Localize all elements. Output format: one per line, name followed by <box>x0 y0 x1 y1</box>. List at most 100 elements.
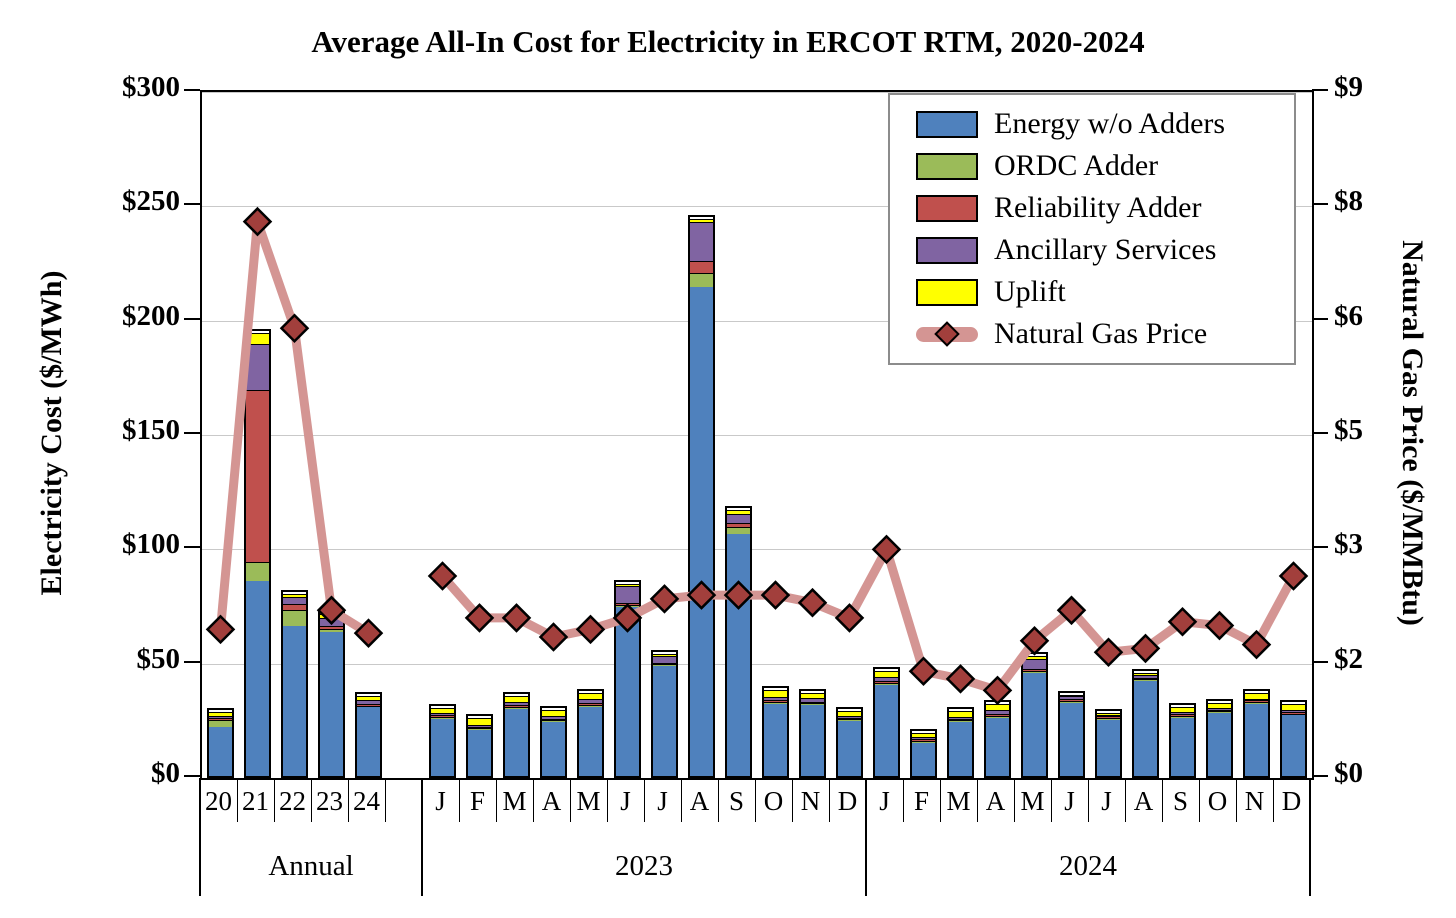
legend-label: Ancillary Services <box>994 233 1217 266</box>
bar-segment-reliability-adder <box>986 713 1009 716</box>
bar-segment-ancillary-services <box>986 710 1009 714</box>
legend-item-natural-gas-price: Natural Gas Price <box>916 315 1284 353</box>
gas-price-marker <box>353 618 384 648</box>
bar-segment-uplift <box>875 670 898 677</box>
bar-segment-reliability-adder <box>1060 699 1083 702</box>
bar-segment-ancillary-services <box>616 586 639 604</box>
x-axis-category-label: J <box>435 786 446 816</box>
bar-segment-energy-w-o-adders <box>542 722 565 776</box>
x-axis-cell-separator <box>273 778 275 822</box>
right-axis-tick-label: $6 <box>1334 299 1363 332</box>
gas-price-marker <box>279 313 310 344</box>
gas-price-marker <box>1241 629 1272 660</box>
right-axis-tick <box>1312 317 1328 320</box>
bar-segment-ordc-adder <box>801 703 824 706</box>
bar-segment-reliability-adder <box>764 700 787 703</box>
right-axis-tick-label: $9 <box>1334 71 1363 103</box>
bar-segment-ordc-adder <box>542 720 565 723</box>
bar-segment-ancillary-services <box>431 713 454 716</box>
bar-segment-ancillary-services <box>875 676 898 681</box>
stacked-bar-J-12 <box>651 650 678 778</box>
right-axis-tick <box>1312 775 1328 777</box>
bar-segment-energy-w-o-adders <box>690 286 713 776</box>
right-axis-tick <box>1312 660 1328 663</box>
x-axis-category-label: M <box>502 786 527 816</box>
bar-segment-energy-w-o-adders <box>357 707 380 776</box>
bar-segment-uplift <box>1097 712 1120 715</box>
bar-segment-uplift <box>468 718 491 725</box>
stacked-bar-J-6 <box>429 703 456 778</box>
bar-segment-ordc-adder <box>1245 702 1268 704</box>
gas-price-marker <box>760 580 791 610</box>
x-axis-cell-separator <box>1272 778 1274 822</box>
left-axis-tick <box>184 775 200 777</box>
bar-segment-energy-w-o-adders <box>801 705 824 776</box>
bar-segment-ancillary-services <box>764 697 787 701</box>
right-axis-tick <box>1312 203 1328 206</box>
x-axis-cell-separator <box>791 778 793 822</box>
x-axis-category-label: 20 <box>205 786 232 816</box>
stacked-bar-A-13 <box>688 214 715 778</box>
gas-price-marker <box>1093 637 1124 668</box>
x-axis-cell-separator <box>902 778 904 822</box>
bar-segment-energy-w-o-adders <box>912 742 935 776</box>
gas-price-marker <box>1019 626 1050 656</box>
bar-segment-ancillary-services <box>505 702 528 705</box>
stacked-bar-A-21 <box>984 700 1011 778</box>
bar-segment-ordc-adder <box>320 629 343 632</box>
x-axis-category-label: O <box>763 786 784 816</box>
bar-segment-ancillary-services <box>1245 698 1268 701</box>
bar-segment-energy-w-o-adders <box>764 703 787 776</box>
bar-segment-reliability-adder <box>727 522 750 527</box>
bar-segment-energy-w-o-adders <box>579 707 602 776</box>
gas-price-line <box>438 544 1298 695</box>
bar-segment-ancillary-services <box>727 513 750 523</box>
bar-segment-ancillary-services <box>1023 659 1046 670</box>
gas-price-marker <box>1167 606 1198 637</box>
bar-segment-energy-w-o-adders <box>1060 702 1083 776</box>
bar-segment-energy-w-o-adders <box>283 626 306 776</box>
stacked-bar-22-2 <box>281 590 308 778</box>
bar-segment-ordc-adder <box>431 717 454 719</box>
x-axis-group-divider <box>199 778 201 896</box>
left-axis-tick-label: $0 <box>151 757 180 789</box>
stacked-bar-M-20 <box>947 707 974 778</box>
x-axis-cell-separator <box>1198 778 1200 822</box>
gas-price-marker <box>797 587 828 618</box>
x-axis-cell-separator <box>310 778 312 822</box>
bar-segment-uplift <box>1134 672 1157 675</box>
legend-item-ancillary-services: Ancillary Services <box>916 231 1284 269</box>
stacked-bar-S-26 <box>1169 702 1196 778</box>
x-axis-cell-separator <box>384 778 386 822</box>
bar-segment-ordc-adder <box>1282 713 1305 716</box>
legend-swatch-icon <box>916 278 978 306</box>
legend-swatch-icon <box>916 194 978 222</box>
right-axis-tick-label: $5 <box>1334 414 1363 446</box>
left-axis-tick-label: $250 <box>122 185 180 218</box>
stacked-bar-O-27 <box>1206 699 1233 778</box>
bar-segment-energy-w-o-adders <box>505 708 528 776</box>
bar-segment-reliability-adder <box>912 739 935 742</box>
x-axis-category-label: 22 <box>279 786 306 816</box>
bar-segment-energy-w-o-adders <box>875 684 898 776</box>
bar-segment-ancillary-services <box>838 715 861 718</box>
gas-price-marker <box>649 584 680 614</box>
x-axis-category-label: 24 <box>353 786 380 816</box>
legend-label: Natural Gas Price <box>994 317 1208 350</box>
bar-segment-uplift <box>690 218 713 222</box>
legend: Energy w/o Adders ORDC Adder Reliability A… <box>888 93 1296 365</box>
left-axis-tick <box>184 203 200 206</box>
gas-price-line-layer <box>205 206 1309 706</box>
legend-label: Uplift <box>994 275 1066 308</box>
x-axis-cell-separator <box>1161 778 1163 822</box>
gas-price-marker <box>834 603 865 633</box>
legend-label: Reliability Adder <box>994 191 1202 224</box>
bar-segment-uplift <box>1208 703 1231 708</box>
bar-segment-ordc-adder <box>949 720 972 723</box>
x-axis-group-label-2024: 2024 <box>1059 850 1117 882</box>
bar-segment-ancillary-services <box>1097 714 1120 717</box>
bar-segment-energy-w-o-adders <box>1208 713 1231 776</box>
stacked-bar-N-16 <box>799 688 826 778</box>
bar-segment-ordc-adder <box>468 728 491 731</box>
bar-segment-uplift <box>579 692 602 699</box>
